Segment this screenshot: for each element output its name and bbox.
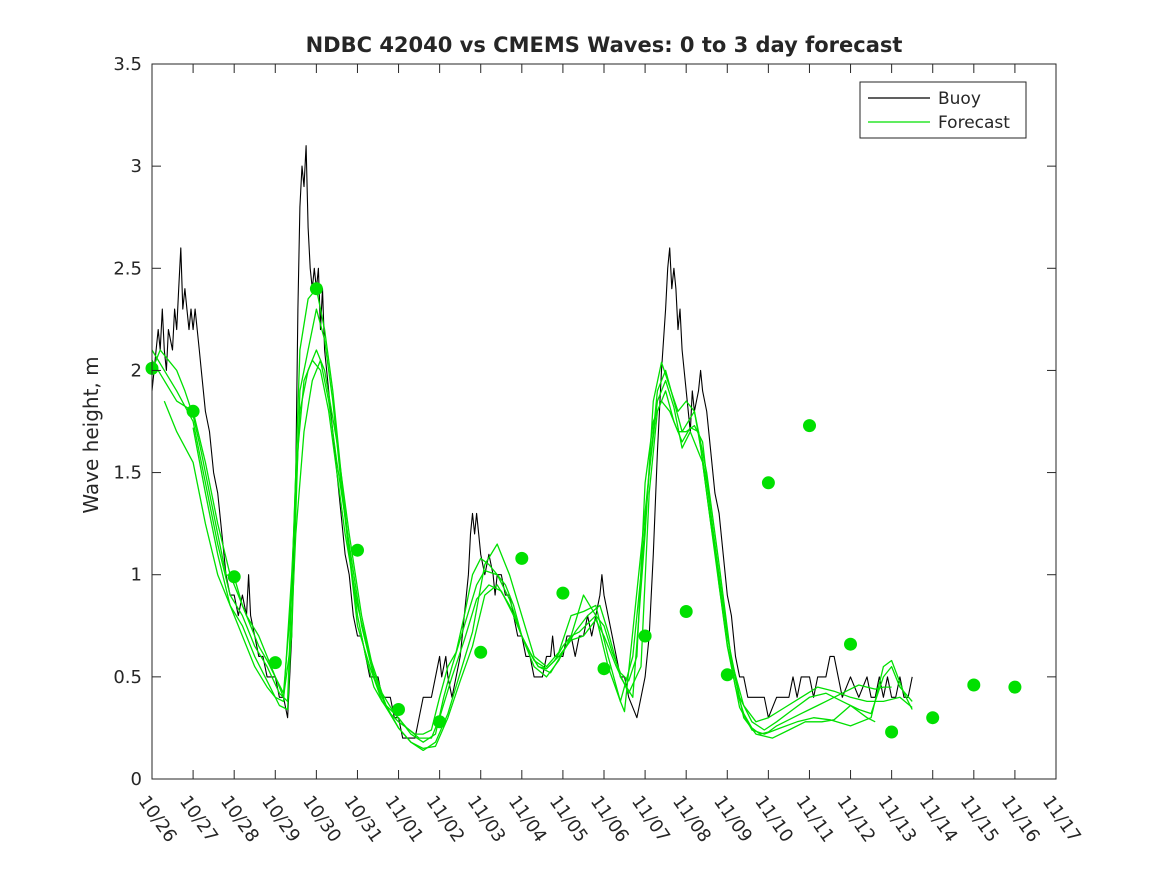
y-tick-label: 0.5 [113,667,142,688]
forecast-marker-19 [926,711,940,725]
forecast-marker-18 [885,725,899,739]
forecast-marker-21 [1008,680,1022,694]
chart-title: NDBC 42040 vs CMEMS Waves: 0 to 3 day fo… [306,33,903,57]
y-tick-label: 2 [131,360,142,381]
y-tick-label: 1 [131,565,142,586]
forecast-marker-15 [761,476,775,490]
y-axis-label: Wave height, m [79,356,103,513]
forecast-marker-11 [597,662,611,676]
forecast-marker-17 [844,637,857,651]
forecast-marker-13 [679,605,693,618]
forecast-marker-16 [803,419,816,433]
forecast-marker-3 [268,656,282,670]
y-tick-label: 0 [131,769,142,790]
y-tick-label: 3 [131,156,142,177]
forecast-marker-9 [515,551,529,565]
y-tick-label: 1.5 [113,463,142,484]
legend-label-buoy: Buoy [938,89,981,109]
legend: Buoy Forecast [859,81,1027,139]
forecast-marker-4 [309,282,323,296]
forecast-marker-6 [392,703,405,716]
series-forecast-line-4 [163,359,913,750]
y-axis-ticks: 0 0.5 1 1.5 2 2.5 3 3.5 [113,54,1056,790]
legend-box [859,81,1027,139]
forecast-marker-2 [227,570,241,584]
forecast-marker-7 [433,715,447,729]
forecast-marker-8 [474,645,488,659]
forecast-marker-1 [186,404,200,418]
plot-markers [145,282,1022,739]
legend-label-forecast: Forecast [938,113,1010,133]
forecast-marker-14 [720,668,734,682]
forecast-marker-20 [967,678,981,692]
forecast-marker-12 [638,629,652,643]
forecast-marker-10 [556,586,570,600]
series-forecast-line-5 [192,349,876,752]
y-tick-label: 2.5 [113,258,142,279]
y-tick-label: 3.5 [113,54,142,75]
plot-lines [151,145,913,752]
series-buoy-line [151,145,913,739]
forecast-marker-5 [351,543,364,557]
